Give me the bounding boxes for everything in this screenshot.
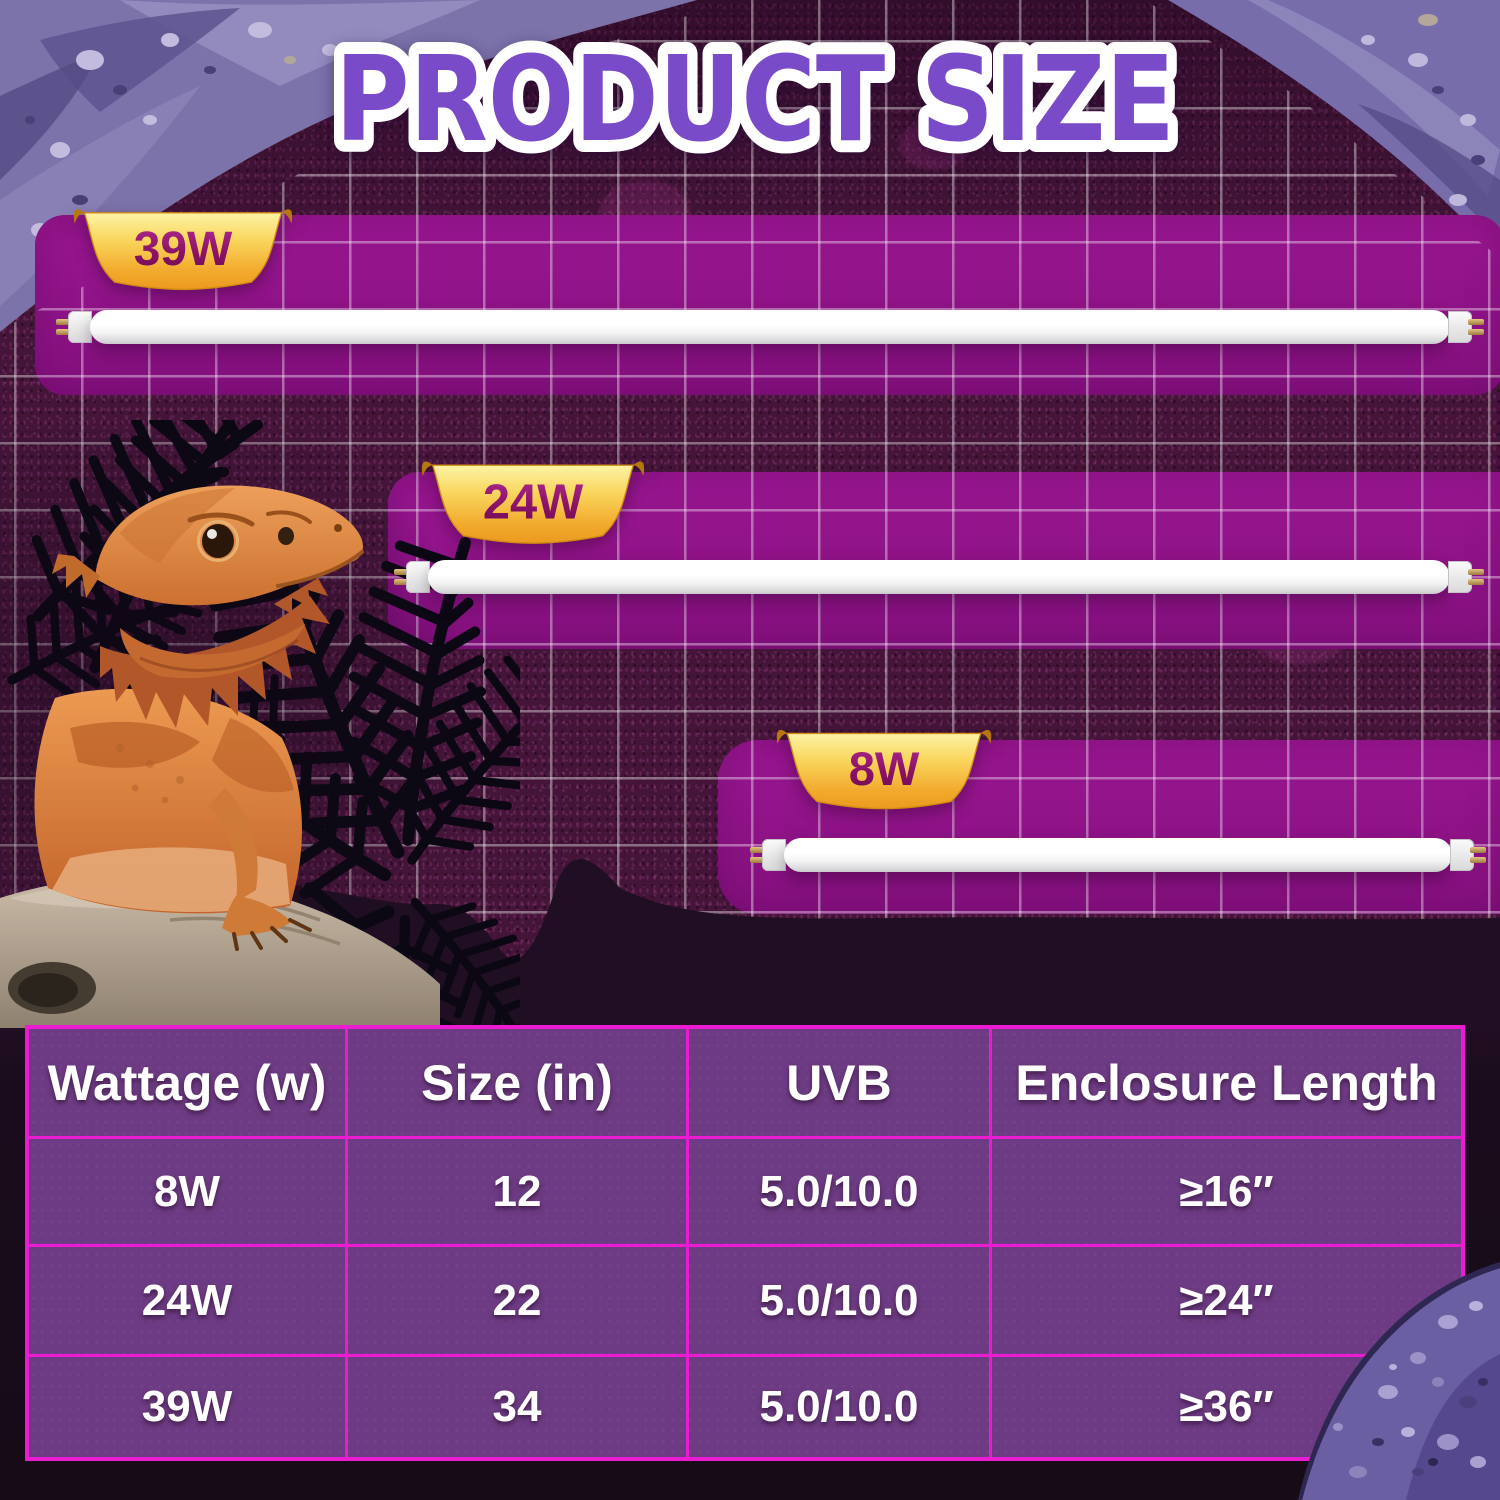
tube-pin bbox=[394, 579, 410, 585]
tube-pin bbox=[1468, 329, 1484, 335]
ribbon-curl-left bbox=[776, 729, 788, 744]
page-title: PRODUCT SIZE bbox=[323, 22, 1187, 172]
spec-table-cell: 8W bbox=[29, 1139, 348, 1247]
lizard-eye bbox=[202, 524, 234, 558]
spec-table-cell: 22 bbox=[348, 1247, 689, 1357]
ribbon-curl-left bbox=[421, 461, 433, 477]
wattage-banner-8w: 8W bbox=[775, 720, 993, 814]
spec-table-cell: 5.0/10.0 bbox=[689, 1357, 992, 1457]
fluorescent-tube-24w bbox=[394, 560, 1484, 594]
pink-blotch bbox=[900, 120, 970, 170]
spec-table-header-size: Size (in) bbox=[348, 1029, 689, 1139]
wattage-badge-label: 39W bbox=[134, 223, 233, 276]
spec-table-cell: 5.0/10.0 bbox=[689, 1139, 992, 1247]
spec-table-cell: ≥24″ bbox=[992, 1247, 1461, 1357]
spec-table-header-wattage: Wattage (w) bbox=[29, 1029, 348, 1139]
wattage-badge-label: 8W bbox=[849, 742, 920, 795]
ribbon-curl-right bbox=[980, 729, 992, 744]
ribbon-curl-left bbox=[73, 209, 85, 224]
spec-table-cell: 34 bbox=[348, 1357, 689, 1457]
tube-end-cap bbox=[406, 561, 430, 593]
tube-end-cap bbox=[762, 839, 786, 871]
spec-table: Wattage (w) Size (in) UVB Enclosure Leng… bbox=[25, 1025, 1465, 1461]
spec-table-header-uvb: UVB bbox=[689, 1029, 992, 1139]
tube-pin bbox=[1468, 579, 1484, 585]
tube-end-cap bbox=[1450, 839, 1474, 871]
tube-pin bbox=[56, 329, 72, 335]
wattage-banner-24w: 24W bbox=[420, 452, 646, 548]
ribbon-curl-right bbox=[281, 209, 293, 224]
tube-end-cap bbox=[1448, 561, 1472, 593]
fluorescent-tube-8w bbox=[750, 838, 1486, 872]
paint-splash-top-right bbox=[1168, 0, 1500, 258]
spec-table-cell: ≥16″ bbox=[992, 1139, 1461, 1247]
tube-pin bbox=[750, 847, 766, 853]
bearded-dragon-image bbox=[0, 485, 440, 1028]
spec-table-header-enclosure: Enclosure Length bbox=[992, 1029, 1461, 1139]
size-band-39w bbox=[35, 215, 1500, 395]
spec-table-cell: 5.0/10.0 bbox=[689, 1247, 992, 1357]
tube-pin bbox=[394, 569, 410, 575]
tube-end-cap bbox=[1448, 311, 1472, 343]
gold-ribbon bbox=[786, 732, 982, 810]
tube-pin bbox=[56, 319, 72, 325]
spec-table-cell: ≥36″ bbox=[1179, 1382, 1274, 1431]
tube-body bbox=[428, 560, 1450, 594]
tube-pin bbox=[1470, 847, 1486, 853]
page-title-text: PRODUCT SIZE bbox=[335, 30, 1175, 168]
spec-table-cell: 24W bbox=[29, 1247, 348, 1357]
gold-ribbon bbox=[431, 464, 635, 544]
spec-table-cell: 12 bbox=[348, 1139, 689, 1247]
lizard-front-leg bbox=[208, 788, 258, 902]
tube-end-cap bbox=[68, 311, 92, 343]
gold-ribbon bbox=[83, 212, 283, 291]
tube-pin bbox=[1470, 857, 1486, 863]
wattage-badge-label: 24W bbox=[483, 476, 584, 530]
fluorescent-tube-39w bbox=[56, 310, 1484, 344]
tube-pin bbox=[1468, 569, 1484, 575]
driftwood-log bbox=[0, 875, 440, 1028]
tube-body bbox=[784, 838, 1452, 872]
wattage-banner-39w: 39W bbox=[72, 200, 294, 294]
paint-splash-bottom-right bbox=[1298, 1262, 1500, 1500]
tube-pin bbox=[750, 857, 766, 863]
spec-table-cell: 39W bbox=[29, 1357, 348, 1457]
ribbon-curl-right bbox=[633, 461, 645, 477]
tube-pin bbox=[1468, 319, 1484, 325]
tube-body bbox=[90, 310, 1450, 344]
